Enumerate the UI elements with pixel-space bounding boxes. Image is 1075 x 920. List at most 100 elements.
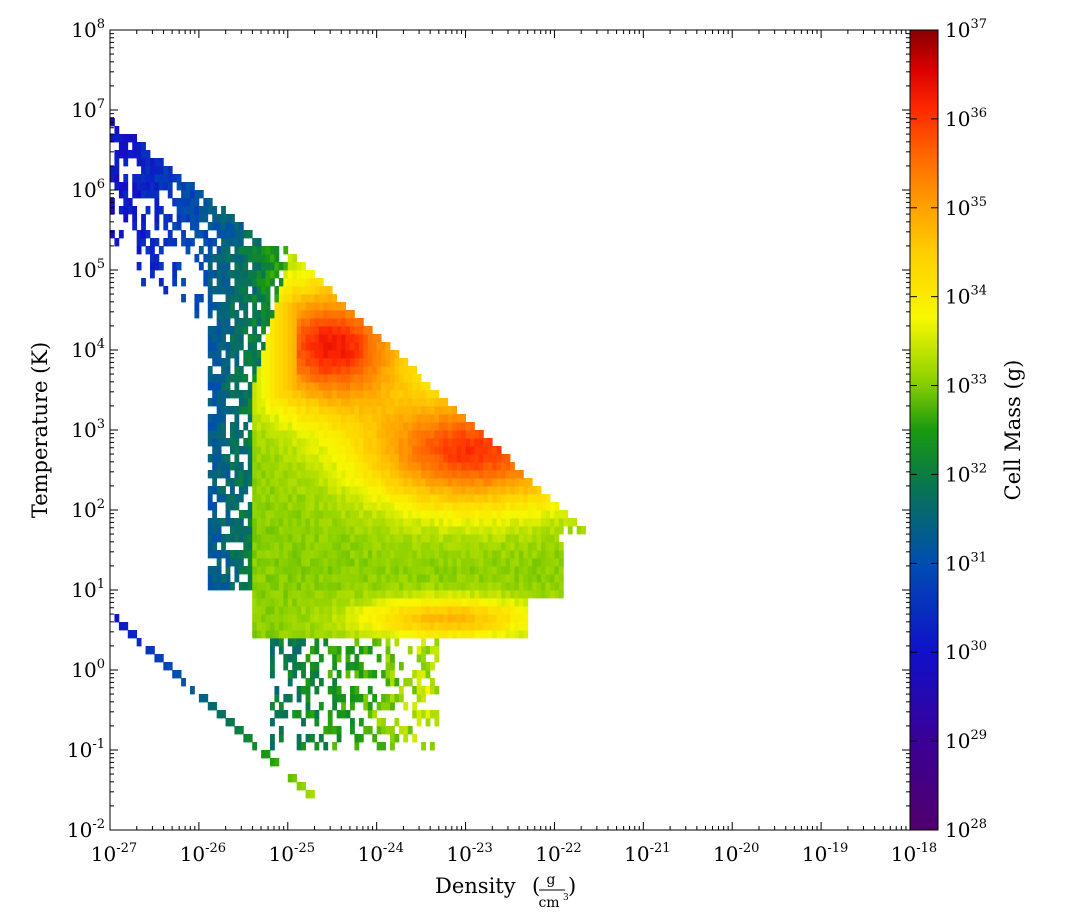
- heatmap-cell: [310, 446, 315, 455]
- heatmap-cell: [256, 366, 262, 375]
- heatmap-cell: [398, 550, 404, 559]
- heatmap-cell: [243, 566, 249, 575]
- heatmap-cell: [292, 630, 298, 639]
- heatmap-cell: [212, 550, 218, 559]
- heatmap-cell: [452, 462, 458, 471]
- heatmap-cell: [416, 622, 422, 631]
- heatmap-cell: [367, 470, 373, 479]
- heatmap-cell: [341, 702, 346, 711]
- heatmap-cell: [265, 398, 271, 407]
- heatmap-cell: [354, 534, 360, 543]
- heatmap-cell: [510, 590, 515, 599]
- heatmap-cell: [470, 518, 475, 527]
- heatmap-cell: [452, 558, 458, 567]
- heatmap-cell: [265, 614, 271, 623]
- heatmap-cell: [421, 686, 426, 695]
- heatmap-cell: [256, 262, 262, 271]
- heatmap-cell: [296, 310, 302, 319]
- heatmap-cell: [323, 422, 329, 431]
- heatmap-cell: [270, 526, 275, 535]
- heatmap-cell: [336, 318, 342, 327]
- heatmap-cell: [474, 526, 480, 535]
- heatmap-cell: [296, 294, 302, 303]
- heatmap-cell: [483, 470, 489, 479]
- heatmap-cell: [381, 726, 386, 735]
- heatmap-cell: [283, 614, 289, 623]
- heatmap-cell: [278, 710, 284, 719]
- heatmap-cell: [434, 646, 440, 655]
- heatmap-cell: [238, 566, 244, 575]
- heatmap-cell: [198, 262, 204, 271]
- heatmap-cell: [252, 422, 258, 431]
- heatmap-cell: [372, 470, 378, 479]
- heatmap-cell: [323, 390, 329, 399]
- heatmap-cell: [265, 550, 271, 559]
- heatmap-cell: [474, 486, 480, 495]
- heatmap-cell: [465, 494, 471, 503]
- heatmap-cell: [474, 558, 480, 567]
- heatmap-cell: [252, 398, 258, 407]
- heatmap-cell: [438, 590, 444, 599]
- heatmap-cell: [225, 518, 231, 527]
- heatmap-cell: [310, 790, 315, 799]
- heatmap-cell: [398, 582, 404, 591]
- heatmap-cell: [172, 278, 178, 287]
- heatmap-cell: [483, 622, 489, 631]
- heatmap-cell: [238, 334, 244, 343]
- heatmap-cell: [425, 478, 431, 487]
- heatmap-cell: [270, 662, 275, 671]
- heatmap-cell: [265, 454, 271, 463]
- heatmap-cell: [323, 574, 329, 583]
- heatmap-cell: [270, 430, 275, 439]
- heatmap-cell: [532, 502, 538, 511]
- heatmap-cell: [305, 526, 311, 535]
- heatmap-cell: [212, 374, 218, 383]
- heatmap-cell: [518, 510, 524, 519]
- heatmap-cell: [354, 494, 360, 503]
- heatmap-cell: [318, 430, 324, 439]
- heatmap-cell: [256, 550, 262, 559]
- heatmap-cell: [412, 510, 418, 519]
- heatmap-cell: [234, 430, 240, 439]
- heatmap-cell: [327, 670, 333, 679]
- heatmap-cell: [212, 422, 218, 431]
- heatmap-cell: [327, 470, 333, 479]
- heatmap-cell: [318, 510, 324, 519]
- heatmap-cell: [372, 510, 378, 519]
- heatmap-cell: [474, 542, 480, 551]
- heatmap-cell: [274, 262, 280, 271]
- heatmap-cell: [234, 278, 240, 287]
- heatmap-cell: [456, 494, 462, 503]
- heatmap-cell: [358, 454, 364, 463]
- heatmap-cell: [487, 566, 493, 575]
- heatmap-cell: [474, 606, 480, 615]
- heatmap-cell: [301, 454, 306, 463]
- heatmap-cell: [465, 502, 471, 511]
- heatmap-cell: [287, 446, 293, 455]
- heatmap-cell: [287, 358, 293, 367]
- heatmap-cell: [287, 542, 293, 551]
- heatmap-cell: [314, 638, 320, 647]
- heatmap-cell: [376, 718, 382, 727]
- heatmap-cell: [216, 262, 222, 271]
- heatmap-cell: [363, 374, 369, 383]
- heatmap-cell: [176, 198, 182, 207]
- heatmap-cell: [412, 438, 418, 447]
- heatmap-cell: [350, 526, 355, 535]
- heatmap-cell: [212, 254, 218, 263]
- heatmap-cell: [470, 630, 475, 639]
- heatmap-cell: [341, 582, 346, 591]
- heatmap-cell: [243, 254, 249, 263]
- heatmap-cell: [474, 630, 480, 639]
- heatmap-cell: [292, 398, 298, 407]
- heatmap-cell: [318, 318, 324, 327]
- heatmap-cell: [416, 558, 422, 567]
- heatmap-cell: [243, 478, 249, 487]
- y-tick-label: 10-1: [67, 737, 105, 762]
- x-axis-label: Density: [435, 874, 516, 898]
- heatmap-cell: [341, 526, 346, 535]
- heatmap-cell: [323, 606, 329, 615]
- heatmap-cell: [132, 222, 138, 231]
- heatmap-cell: [230, 254, 235, 263]
- heatmap-cell: [310, 670, 315, 679]
